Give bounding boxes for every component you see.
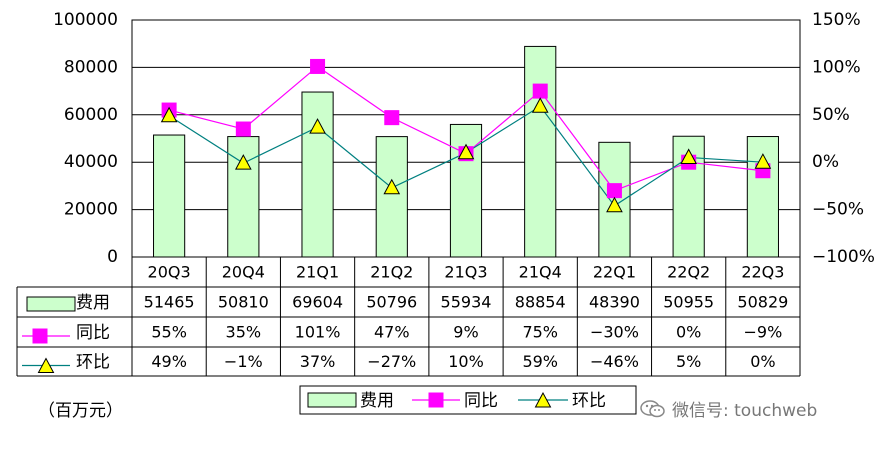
left-tick-label: 20000 <box>64 200 118 220</box>
left-tick-label: 60000 <box>64 105 118 125</box>
right-tick-label: 50% <box>812 105 850 125</box>
left-tick-label: 100000 <box>53 10 118 30</box>
point-qoq <box>234 154 252 170</box>
wechat-icon <box>640 399 665 417</box>
data-label: 88854 <box>515 293 566 312</box>
data-label: −30% <box>590 323 639 342</box>
point-yoy <box>606 183 622 199</box>
right-tick-label: 0% <box>812 152 839 172</box>
legend-label: 同比 <box>464 391 498 411</box>
bar <box>375 136 408 258</box>
data-label: −1% <box>224 352 263 371</box>
point-qoq <box>531 97 549 113</box>
category-label: 21Q4 <box>519 263 562 282</box>
category-label: 22Q2 <box>667 263 710 282</box>
legend-swatch-marker-qoq <box>534 391 552 408</box>
point-qoq <box>680 148 698 164</box>
point-yoy <box>532 83 548 99</box>
bar <box>153 134 186 258</box>
row-label: 费用 <box>76 293 110 313</box>
data-label: 50796 <box>366 293 417 312</box>
bar <box>524 45 557 258</box>
category-label: 22Q3 <box>741 263 784 282</box>
point-qoq <box>606 196 623 213</box>
point-qoq <box>383 178 401 195</box>
data-label: 75% <box>522 323 558 342</box>
right-tick-label: −100% <box>812 247 875 267</box>
data-label: 0% <box>750 352 775 371</box>
data-label: 51465 <box>144 293 195 312</box>
right-tick-label: 100% <box>812 57 861 77</box>
point-yoy <box>310 58 326 74</box>
legend-marker-yoy <box>32 328 48 344</box>
point-qoq <box>309 118 326 134</box>
data-label: 50810 <box>218 293 269 312</box>
data-label: 48390 <box>589 293 640 312</box>
right-tick-label: 150% <box>812 10 861 30</box>
point-yoy <box>384 110 400 126</box>
point-qoq <box>754 153 772 169</box>
legend-label: 环比 <box>572 391 606 411</box>
data-label: 5% <box>676 352 701 371</box>
point-qoq <box>160 106 178 123</box>
data-label: 9% <box>453 323 478 342</box>
data-label: 37% <box>300 352 336 371</box>
data-label: 10% <box>448 352 484 371</box>
row-label: 同比 <box>76 323 110 343</box>
legend-marker-qoq <box>37 357 55 373</box>
legend-swatch-bar <box>307 392 357 408</box>
category-label: 21Q3 <box>444 263 487 282</box>
row-label: 环比 <box>76 353 110 373</box>
legend-swatch-marker-yoy <box>428 392 444 408</box>
category-label: 20Q3 <box>148 263 191 282</box>
category-label: 21Q1 <box>296 263 339 282</box>
legend-label: 费用 <box>360 391 394 411</box>
left-tick-label: 0 <box>107 247 118 267</box>
category-label: 20Q4 <box>222 263 265 282</box>
left-tick-label: 80000 <box>64 57 118 77</box>
category-label: 21Q2 <box>370 263 413 282</box>
data-label: 59% <box>522 352 558 371</box>
unit-label: （百万元） <box>38 401 123 421</box>
category-label: 22Q1 <box>593 263 636 282</box>
point-qoq <box>457 143 475 160</box>
data-label: 55934 <box>441 293 492 312</box>
data-label: 49% <box>151 352 187 371</box>
point-yoy <box>235 121 251 137</box>
watermark: 微信号: touchweb <box>640 396 817 421</box>
bar <box>301 91 334 258</box>
left-tick-label: 40000 <box>64 152 118 172</box>
data-label: −27% <box>367 352 416 371</box>
legend-key-bar <box>26 296 76 312</box>
watermark-text: 微信号: touchweb <box>672 401 818 421</box>
data-label: −46% <box>590 352 639 371</box>
data-label: 0% <box>676 323 701 342</box>
data-label: 55% <box>151 323 187 342</box>
data-label: −9% <box>743 323 782 342</box>
data-label: 50955 <box>663 293 714 312</box>
data-label: 69604 <box>292 293 343 312</box>
data-label: 101% <box>295 323 341 342</box>
data-label: 47% <box>374 323 410 342</box>
right-tick-label: −50% <box>812 200 864 220</box>
data-label: 35% <box>226 323 262 342</box>
data-label: 50829 <box>737 293 788 312</box>
